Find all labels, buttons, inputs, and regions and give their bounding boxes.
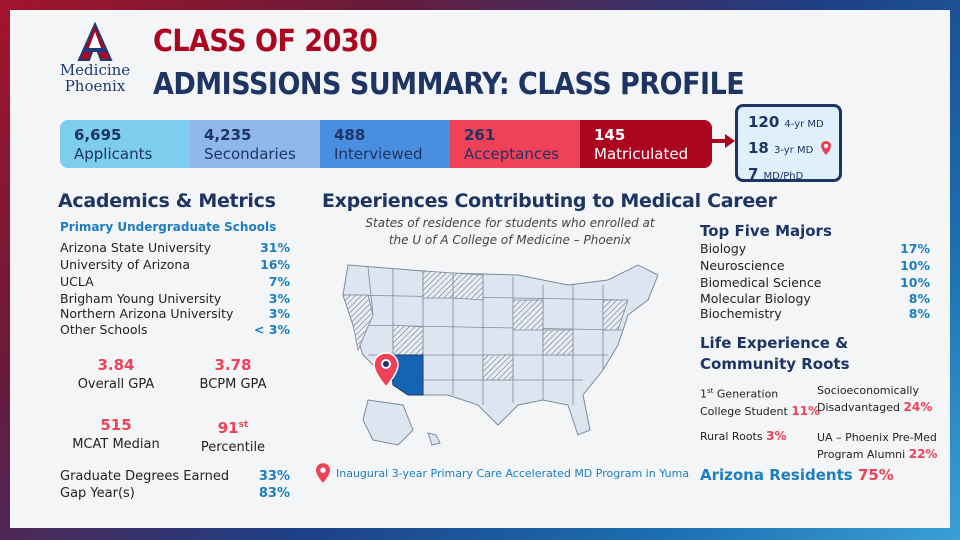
metric-bcpm-gpa: 3.78 BCPM GPA [199, 356, 267, 392]
alaska-state [362, 399, 414, 446]
school-row: Other Schools < 3% [60, 322, 290, 337]
us-states-map [342, 264, 659, 446]
school-row: Brigham Young University 3% [60, 291, 290, 306]
map-caption: States of residence for students who enr… [365, 216, 655, 247]
metric-mcat-median: 515 MCAT Median [72, 416, 160, 452]
rural-roots-stat: Rural Roots 3% [700, 429, 787, 443]
funnel-applicants: 6,695 Applicants [60, 120, 190, 168]
major-row: Neuroscience 10% [700, 258, 930, 273]
page-title: CLASS OF 2030 [153, 24, 378, 59]
arizona-a-logo-icon [77, 22, 113, 61]
schools-heading: Primary Undergraduate Schools [60, 220, 277, 234]
socio-stat: Socioeconomically Disadvantaged 24% [817, 384, 933, 414]
gap-year-row: Gap Year(s) 83% [60, 486, 290, 501]
location-pin-icon [316, 463, 330, 483]
school-row: University of Arizona 16% [60, 257, 290, 272]
school-row: UCLA 7% [60, 274, 290, 289]
yuma-location-pin-icon [373, 352, 399, 389]
major-row: Molecular Biology 8% [700, 291, 930, 306]
logo-line2: Phoenix [64, 77, 126, 95]
arizona-residents-stat: Arizona Residents 75% [700, 466, 894, 484]
program-mdphd: 7 MD/PhD [748, 165, 804, 183]
metric-overall-gpa: 3.84 Overall GPA [77, 356, 155, 392]
funnel-interviewed: 488 Interviewed [320, 120, 450, 168]
arrow-right-icon [705, 134, 735, 148]
logo: Medicine Phoenix [55, 22, 135, 94]
logo-line1: Medicine [59, 61, 131, 79]
metric-percentile: 91st Percentile [200, 419, 266, 455]
major-row: Biomedical Science 10% [700, 275, 930, 290]
program-breakdown-box: 120 4-yr MD 18 3-yr MD 7 MD/PhD [735, 104, 842, 183]
first-gen-stat: 1st Generation College Student 11% [700, 387, 821, 418]
major-row: Biochemistry 8% [700, 306, 930, 321]
premed-alumni-stat: UA – Phoenix Pre-Med Program Alumni 22% [817, 431, 938, 461]
program-4yr: 120 4-yr MD [748, 113, 824, 131]
pin-legend: Inaugural 3-year Primary Care Accelerate… [316, 463, 689, 483]
academics-heading: Academics & Metrics [58, 190, 276, 212]
life-heading: Life Experience & Community Roots [700, 334, 850, 373]
page-subtitle: ADMISSIONS SUMMARY: CLASS PROFILE [153, 67, 745, 102]
slide-card [10, 10, 950, 528]
program-3yr: 18 3-yr MD [748, 136, 839, 162]
funnel-matriculated: 145 Matriculated [580, 120, 712, 168]
admissions-funnel: 6,695 Applicants 4,235 Secondaries 488 I… [60, 120, 712, 168]
funnel-acceptances: 261 Acceptances [450, 120, 580, 168]
hawaii-state [427, 432, 441, 446]
school-row: Arizona State University 31% [60, 240, 290, 255]
grad-degrees-row: Graduate Degrees Earned 33% [60, 469, 290, 484]
majors-heading: Top Five Majors [700, 222, 832, 240]
funnel-secondaries: 4,235 Secondaries [190, 120, 320, 168]
experiences-heading: Experiences Contributing to Medical Care… [322, 190, 777, 212]
location-pin-icon [821, 141, 832, 155]
school-row: Northern Arizona University 3% [60, 306, 290, 321]
major-row: Biology 17% [700, 241, 930, 256]
